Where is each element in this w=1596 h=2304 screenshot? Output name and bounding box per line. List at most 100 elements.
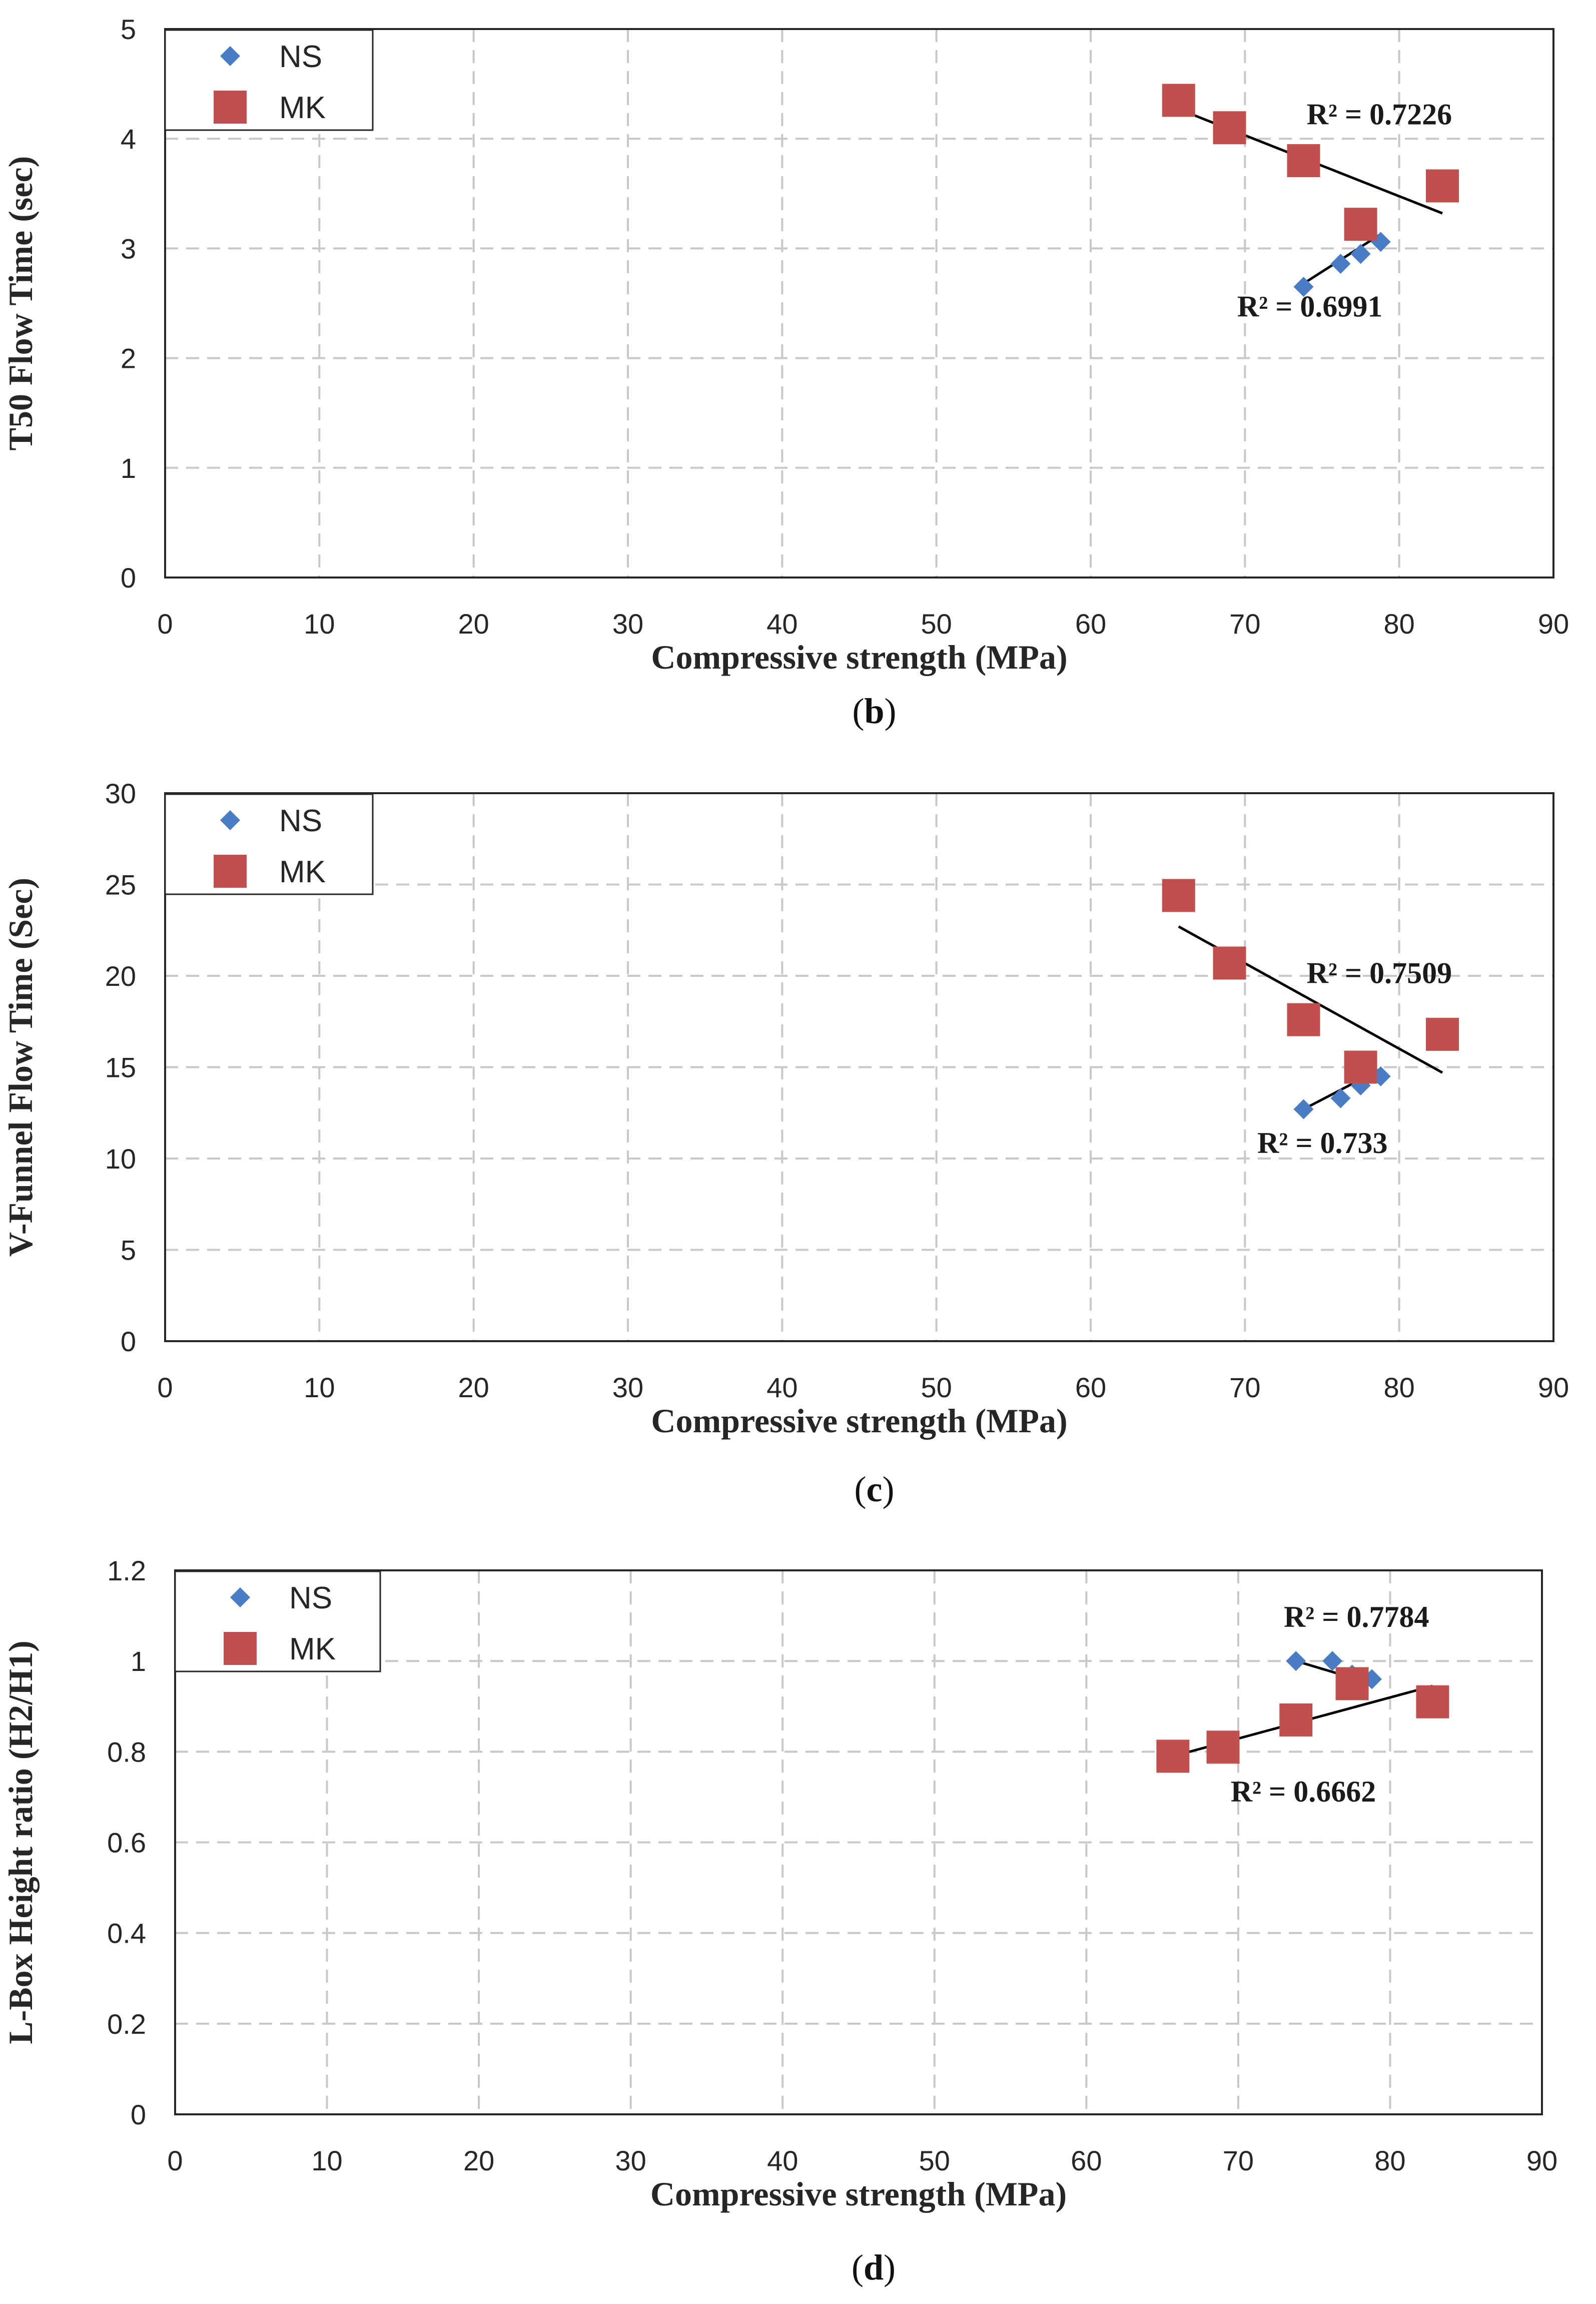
y-tick-label: 3	[121, 233, 136, 264]
x-tick-label: 90	[1526, 2145, 1557, 2176]
legend-box	[174, 1570, 381, 1672]
legend-box	[164, 793, 374, 895]
panel-caption: (d)	[852, 2247, 896, 2287]
data-point-mk	[1344, 1050, 1377, 1084]
x-tick-label: 40	[767, 2145, 798, 2176]
legend-marker-ns	[230, 1587, 250, 1607]
data-point-mk	[1287, 1003, 1320, 1036]
legend-label-ns: NS	[279, 40, 322, 74]
y-tick-label: 25	[105, 869, 136, 901]
x-tick-label: 10	[311, 2145, 342, 2176]
y-tick-label: 10	[105, 1143, 136, 1175]
legend-marker-mk	[224, 1632, 257, 1665]
data-point-mk	[1156, 1740, 1190, 1773]
legend-marker-mk	[214, 91, 247, 124]
y-tick-label: 0	[121, 562, 136, 594]
x-tick-label: 60	[1071, 2145, 1102, 2176]
x-tick-label: 80	[1384, 608, 1415, 640]
legend-label-ns: NS	[289, 1581, 332, 1615]
y-axis-title: T50 Flow Time (sec)	[2, 156, 40, 451]
x-tick-label: 30	[612, 1372, 643, 1403]
r2-label-mk: R² = 0.7509	[1307, 957, 1452, 990]
data-point-mk	[1426, 169, 1459, 203]
y-tick-label: 1	[121, 452, 136, 484]
legend-marker-ns	[220, 810, 240, 830]
data-point-mk	[1344, 208, 1377, 241]
data-point-mk	[1213, 946, 1246, 980]
x-tick-label: 20	[458, 608, 489, 640]
x-tick-label: 30	[615, 2145, 646, 2176]
legend-label-ns: NS	[279, 804, 322, 838]
legend-marker-mk	[214, 855, 247, 888]
legend-marker-ns	[220, 46, 240, 66]
y-tick-label: 20	[105, 960, 136, 992]
panel-caption-letter: c	[867, 1469, 883, 1509]
y-tick-label: 5	[121, 14, 136, 45]
x-axis-title: Compressive strength (MPa)	[651, 638, 1067, 676]
x-tick-label: 0	[167, 2145, 183, 2176]
data-point-mk	[1335, 1667, 1369, 1700]
x-tick-label: 70	[1223, 2145, 1254, 2176]
x-tick-label: 30	[612, 608, 643, 640]
x-tick-label: 10	[304, 608, 335, 640]
x-tick-label: 40	[766, 1372, 797, 1403]
data-point-ns	[1330, 1088, 1351, 1108]
x-tick-label: 90	[1538, 608, 1569, 640]
r2-label-ns: R² = 0.6991	[1237, 290, 1383, 323]
data-point-ns	[1286, 1651, 1306, 1671]
chart-panel-d: 0 10 20 30 40 50 60 70 80 90 0 0.2 0.4 0.6 0.8 1 1.2 Comp…	[2, 1555, 1557, 2287]
r2-label-ns: R² = 0.733	[1257, 1126, 1388, 1160]
data-point-ns	[1350, 244, 1371, 264]
legend-label-mk: MK	[279, 91, 326, 125]
x-tick-label: 0	[157, 608, 173, 640]
x-tick-label: 50	[921, 608, 952, 640]
y-tick-label: 0	[121, 1326, 136, 1357]
legend-label-mk: MK	[289, 1632, 336, 1666]
data-point-mk	[1287, 144, 1320, 178]
legend: NS MK	[164, 793, 374, 895]
legend: NS MK	[164, 29, 374, 131]
x-tick-label: 60	[1075, 608, 1106, 640]
x-tick-label: 10	[304, 1372, 335, 1403]
legend-label-mk: MK	[279, 855, 326, 889]
x-tick-label: 60	[1075, 1372, 1106, 1403]
y-tick-label: 0.6	[107, 1827, 146, 1859]
data-point-mk	[1206, 1731, 1240, 1764]
x-tick-label: 70	[1229, 1372, 1260, 1403]
legend: NS MK	[174, 1570, 381, 1672]
plot-area-frame	[174, 1569, 1543, 2115]
x-tick-label: 50	[919, 2145, 950, 2176]
data-point-mk	[1162, 84, 1195, 117]
y-tick-label: 15	[105, 1052, 136, 1083]
panel-caption-letter: b	[864, 691, 884, 731]
r2-label-mk: R² = 0.7226	[1307, 98, 1452, 131]
chart-panel-b: 0 10 20 30 40 50 60 70 80 90 0 1 2 3 4 5 Compressive str…	[2, 14, 1569, 731]
x-tick-label: 70	[1229, 608, 1260, 640]
data-point-ns	[1322, 1651, 1343, 1671]
data-point-ns	[1330, 254, 1351, 274]
x-axis-title: Compressive strength (MPa)	[651, 1402, 1067, 1440]
data-point-mk	[1416, 1685, 1449, 1718]
panel-caption: (c)	[855, 1469, 895, 1509]
y-axis-title: V-Funnel Flow Time (Sec)	[2, 878, 40, 1257]
x-tick-label: 80	[1374, 2145, 1405, 2176]
y-tick-label: 0	[131, 2099, 146, 2130]
data-point-ns	[1293, 1099, 1314, 1119]
x-tick-label: 50	[921, 1372, 952, 1403]
chart-panel-c: 0 10 20 30 40 50 60 70 80 90 0 5 10 15 20 25 30 Compressi…	[2, 778, 1569, 1509]
plot-area-frame	[164, 28, 1554, 579]
y-tick-label: 4	[121, 123, 136, 155]
x-tick-label: 90	[1538, 1372, 1569, 1403]
y-tick-label: 1.2	[107, 1555, 146, 1586]
data-point-mk	[1279, 1703, 1313, 1737]
x-tick-label: 80	[1384, 1372, 1415, 1403]
panel-caption-letter: d	[864, 2247, 884, 2287]
plot-area-frame	[164, 792, 1554, 1342]
x-tick-label: 0	[157, 1372, 173, 1403]
y-tick-label: 2	[121, 343, 136, 374]
data-point-mk	[1213, 111, 1246, 145]
y-tick-label: 5	[121, 1235, 136, 1266]
y-tick-label: 30	[105, 778, 136, 809]
r2-label-mk: R² = 0.6662	[1231, 1775, 1376, 1808]
